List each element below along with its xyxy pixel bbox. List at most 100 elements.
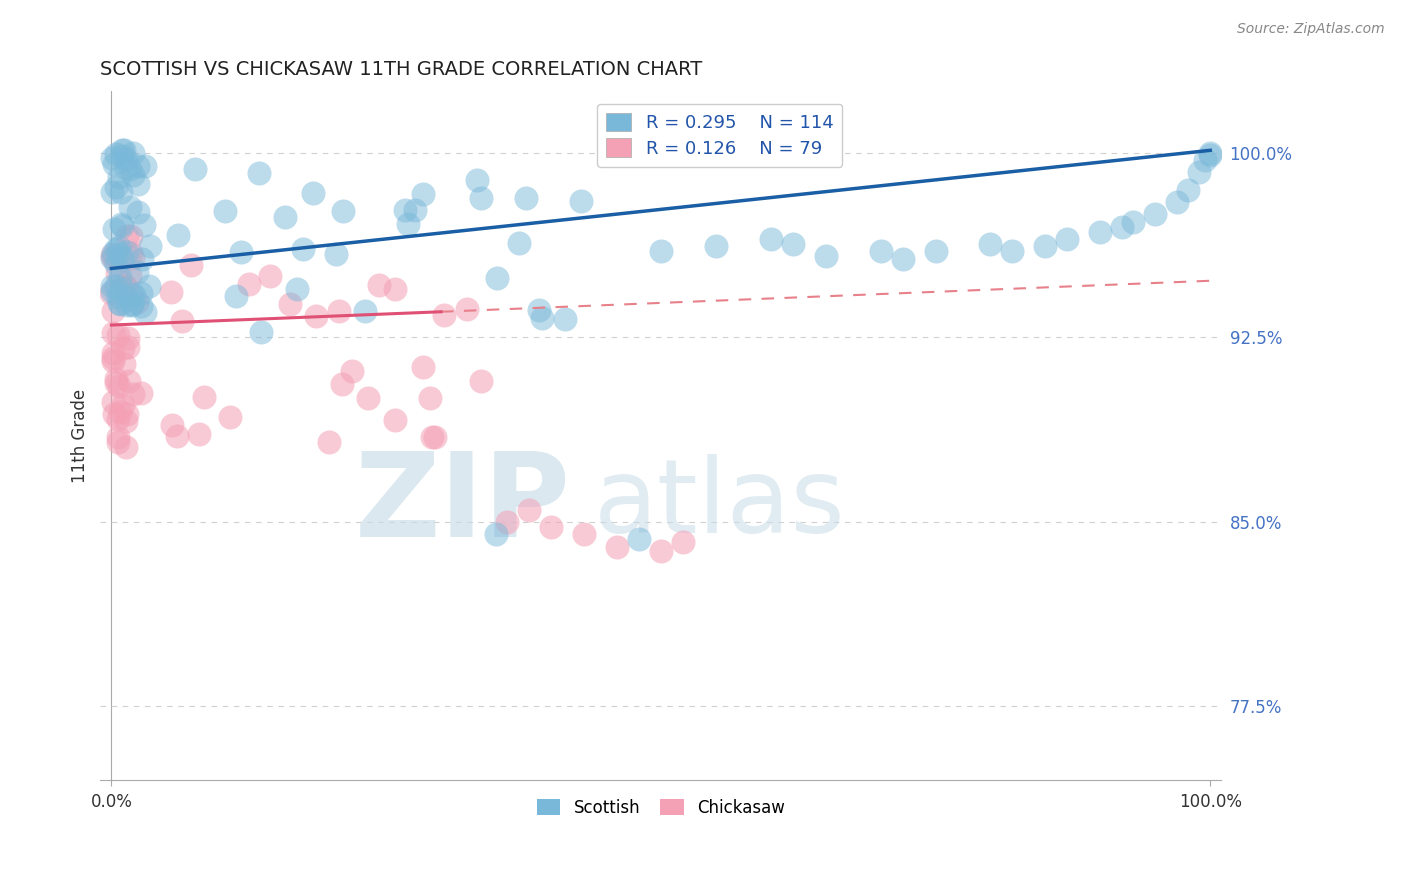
Point: [1035, 239, 1057, 253]
Point: [129, 299, 152, 313]
Point: [114, 161, 136, 176]
Point: [1144, 207, 1167, 221]
Point: [120, 161, 142, 176]
Point: [120, 246, 142, 260]
Point: [110, 405, 132, 419]
Point: [159, 285, 181, 299]
Point: [112, 357, 135, 371]
Point: [405, 202, 427, 217]
Text: Source: ZipAtlas.com: Source: ZipAtlas.com: [1237, 22, 1385, 37]
Point: [183, 162, 205, 177]
Point: [508, 236, 530, 251]
Point: [247, 166, 270, 180]
Point: [214, 203, 236, 218]
Point: [103, 157, 125, 171]
Point: [1122, 215, 1144, 229]
Point: [107, 290, 129, 304]
Point: [101, 151, 124, 165]
Point: [412, 186, 434, 201]
Point: [121, 298, 143, 312]
Point: [127, 205, 149, 219]
Point: [115, 279, 138, 293]
Point: [485, 527, 508, 541]
Point: [328, 303, 350, 318]
Point: [554, 311, 576, 326]
Point: [127, 265, 149, 279]
Point: [101, 279, 124, 293]
Point: [782, 236, 804, 251]
Point: [105, 257, 128, 271]
Point: [650, 244, 672, 259]
Point: [301, 186, 323, 200]
Point: [231, 244, 253, 259]
Point: [105, 279, 128, 293]
Point: [107, 169, 129, 184]
Point: [115, 408, 138, 422]
Point: [394, 202, 416, 217]
Point: [814, 249, 837, 263]
Point: [340, 364, 363, 378]
Point: [1090, 225, 1112, 239]
Point: [112, 144, 135, 158]
Point: [540, 520, 562, 534]
Point: [110, 281, 132, 295]
Point: [423, 430, 446, 444]
Point: [117, 331, 139, 345]
Point: [291, 242, 314, 256]
Point: [250, 326, 273, 340]
Point: [110, 297, 132, 311]
Point: [456, 301, 478, 316]
Point: [367, 278, 389, 293]
Point: [100, 248, 122, 262]
Point: [120, 228, 142, 243]
Point: [127, 159, 149, 173]
Point: [117, 298, 139, 312]
Point: [110, 217, 132, 231]
Point: [131, 385, 153, 400]
Point: [138, 278, 160, 293]
Text: SCOTTISH VS CHICKASAW 11TH GRADE CORRELATION CHART: SCOTTISH VS CHICKASAW 11TH GRADE CORRELA…: [100, 60, 703, 78]
Point: [101, 246, 124, 260]
Point: [103, 354, 125, 368]
Point: [330, 377, 353, 392]
Point: [107, 296, 129, 310]
Point: [122, 386, 145, 401]
Point: [110, 250, 132, 264]
Point: [384, 413, 406, 427]
Point: [117, 244, 139, 259]
Point: [105, 266, 128, 280]
Point: [1166, 194, 1188, 209]
Point: [107, 430, 129, 444]
Point: [529, 302, 551, 317]
Point: [419, 391, 441, 405]
Point: [125, 295, 148, 310]
Point: [1001, 244, 1024, 259]
Point: [1111, 219, 1133, 234]
Point: [924, 244, 946, 259]
Point: [122, 168, 145, 182]
Point: [569, 194, 592, 208]
Point: [115, 440, 138, 454]
Point: [354, 303, 377, 318]
Point: [122, 288, 145, 302]
Text: ZIP: ZIP: [356, 447, 571, 562]
Point: [117, 229, 139, 244]
Point: [470, 191, 492, 205]
Point: [433, 308, 456, 322]
Point: [114, 278, 136, 293]
Point: [160, 418, 183, 433]
Point: [187, 427, 209, 442]
Point: [117, 374, 139, 388]
Point: [869, 244, 891, 259]
Point: [496, 515, 519, 529]
Point: [118, 268, 141, 282]
Point: [672, 534, 695, 549]
Point: [100, 286, 122, 301]
Point: [891, 252, 914, 266]
Point: [111, 219, 134, 234]
Point: [117, 291, 139, 305]
Point: [104, 376, 127, 391]
Point: [759, 232, 782, 246]
Point: [103, 407, 125, 421]
Point: [704, 239, 727, 253]
